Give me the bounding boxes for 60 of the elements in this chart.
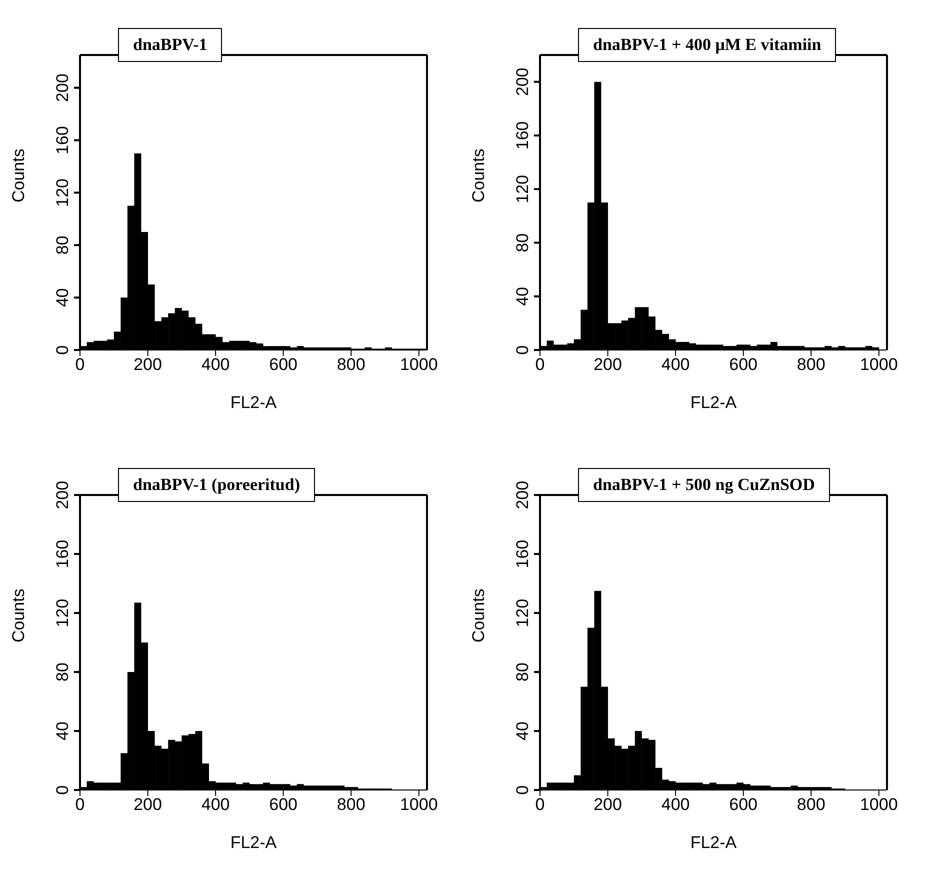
x-tick-label: 400: [661, 795, 690, 814]
x-tick-label: 800: [796, 355, 826, 374]
y-tick-label: 40: [513, 286, 532, 306]
x-tick-label: 200: [134, 795, 162, 814]
y-axis-title: Counts: [469, 588, 488, 642]
y-tick-label: 120: [53, 598, 72, 628]
y-tick-label: 200: [513, 480, 532, 510]
y-axis-title: Counts: [9, 588, 28, 642]
x-axis-title: FL2-A: [230, 833, 278, 852]
x-tick-label: 1000: [400, 795, 438, 814]
y-tick-label: 0: [513, 785, 532, 795]
y-tick-label: 80: [513, 233, 532, 252]
y-tick-label: 40: [53, 722, 72, 740]
x-tick-label: 1000: [860, 795, 898, 814]
x-tick-label: 800: [336, 795, 366, 814]
y-tick-label: 160: [513, 540, 532, 568]
x-tick-label: 600: [729, 795, 758, 814]
y-tick-label: 120: [513, 598, 532, 628]
y-tick-label: 200: [513, 68, 532, 96]
x-tick-label: 600: [269, 795, 298, 814]
y-tick-label: 80: [513, 662, 532, 682]
chart-title: dnaBPV-1: [118, 28, 222, 62]
chart-title: dnaBPV-1 (poreeritud): [118, 468, 316, 502]
x-axis-title: FL2-A: [690, 833, 738, 852]
y-tick-label: 160: [53, 126, 72, 154]
y-tick-label: 120: [513, 174, 532, 204]
y-tick-label: 120: [53, 178, 72, 207]
x-tick-label: 400: [201, 355, 230, 374]
x-tick-label: 0: [535, 355, 545, 374]
x-tick-label: 200: [134, 355, 162, 374]
y-tick-label: 200: [53, 74, 72, 102]
x-tick-label: 400: [661, 355, 690, 374]
y-tick-label: 160: [513, 121, 532, 150]
x-axis-title: FL2-A: [230, 393, 278, 412]
y-tick-label: 160: [53, 540, 72, 568]
x-tick-label: 1000: [400, 355, 438, 374]
y-tick-label: 40: [513, 722, 532, 740]
y-tick-label: 40: [53, 288, 72, 308]
x-axis-title: FL2-A: [690, 393, 738, 412]
y-tick-label: 80: [53, 236, 72, 255]
x-tick-label: 400: [201, 795, 230, 814]
y-tick-label: 200: [53, 480, 72, 510]
chart-title: dnaBPV-1 + 400 μM E vitamiin: [578, 28, 836, 62]
x-tick-label: 200: [594, 355, 622, 374]
y-axis-title: Counts: [469, 148, 488, 202]
x-tick-label: 600: [269, 355, 298, 374]
chart-title: dnaBPV-1 + 500 ng CuZnSOD: [578, 468, 830, 502]
y-tick-label: 0: [513, 345, 532, 355]
x-tick-label: 800: [336, 355, 366, 374]
y-tick-label: 0: [53, 785, 72, 795]
x-tick-label: 0: [75, 795, 85, 814]
y-tick-label: 80: [53, 662, 72, 682]
x-tick-label: 1000: [860, 355, 898, 374]
x-tick-label: 200: [594, 795, 622, 814]
y-tick-label: 0: [53, 345, 72, 355]
x-tick-label: 800: [796, 795, 826, 814]
x-tick-label: 0: [535, 795, 545, 814]
y-axis-title: Counts: [9, 148, 28, 202]
x-tick-label: 600: [729, 355, 758, 374]
x-tick-label: 0: [75, 355, 85, 374]
